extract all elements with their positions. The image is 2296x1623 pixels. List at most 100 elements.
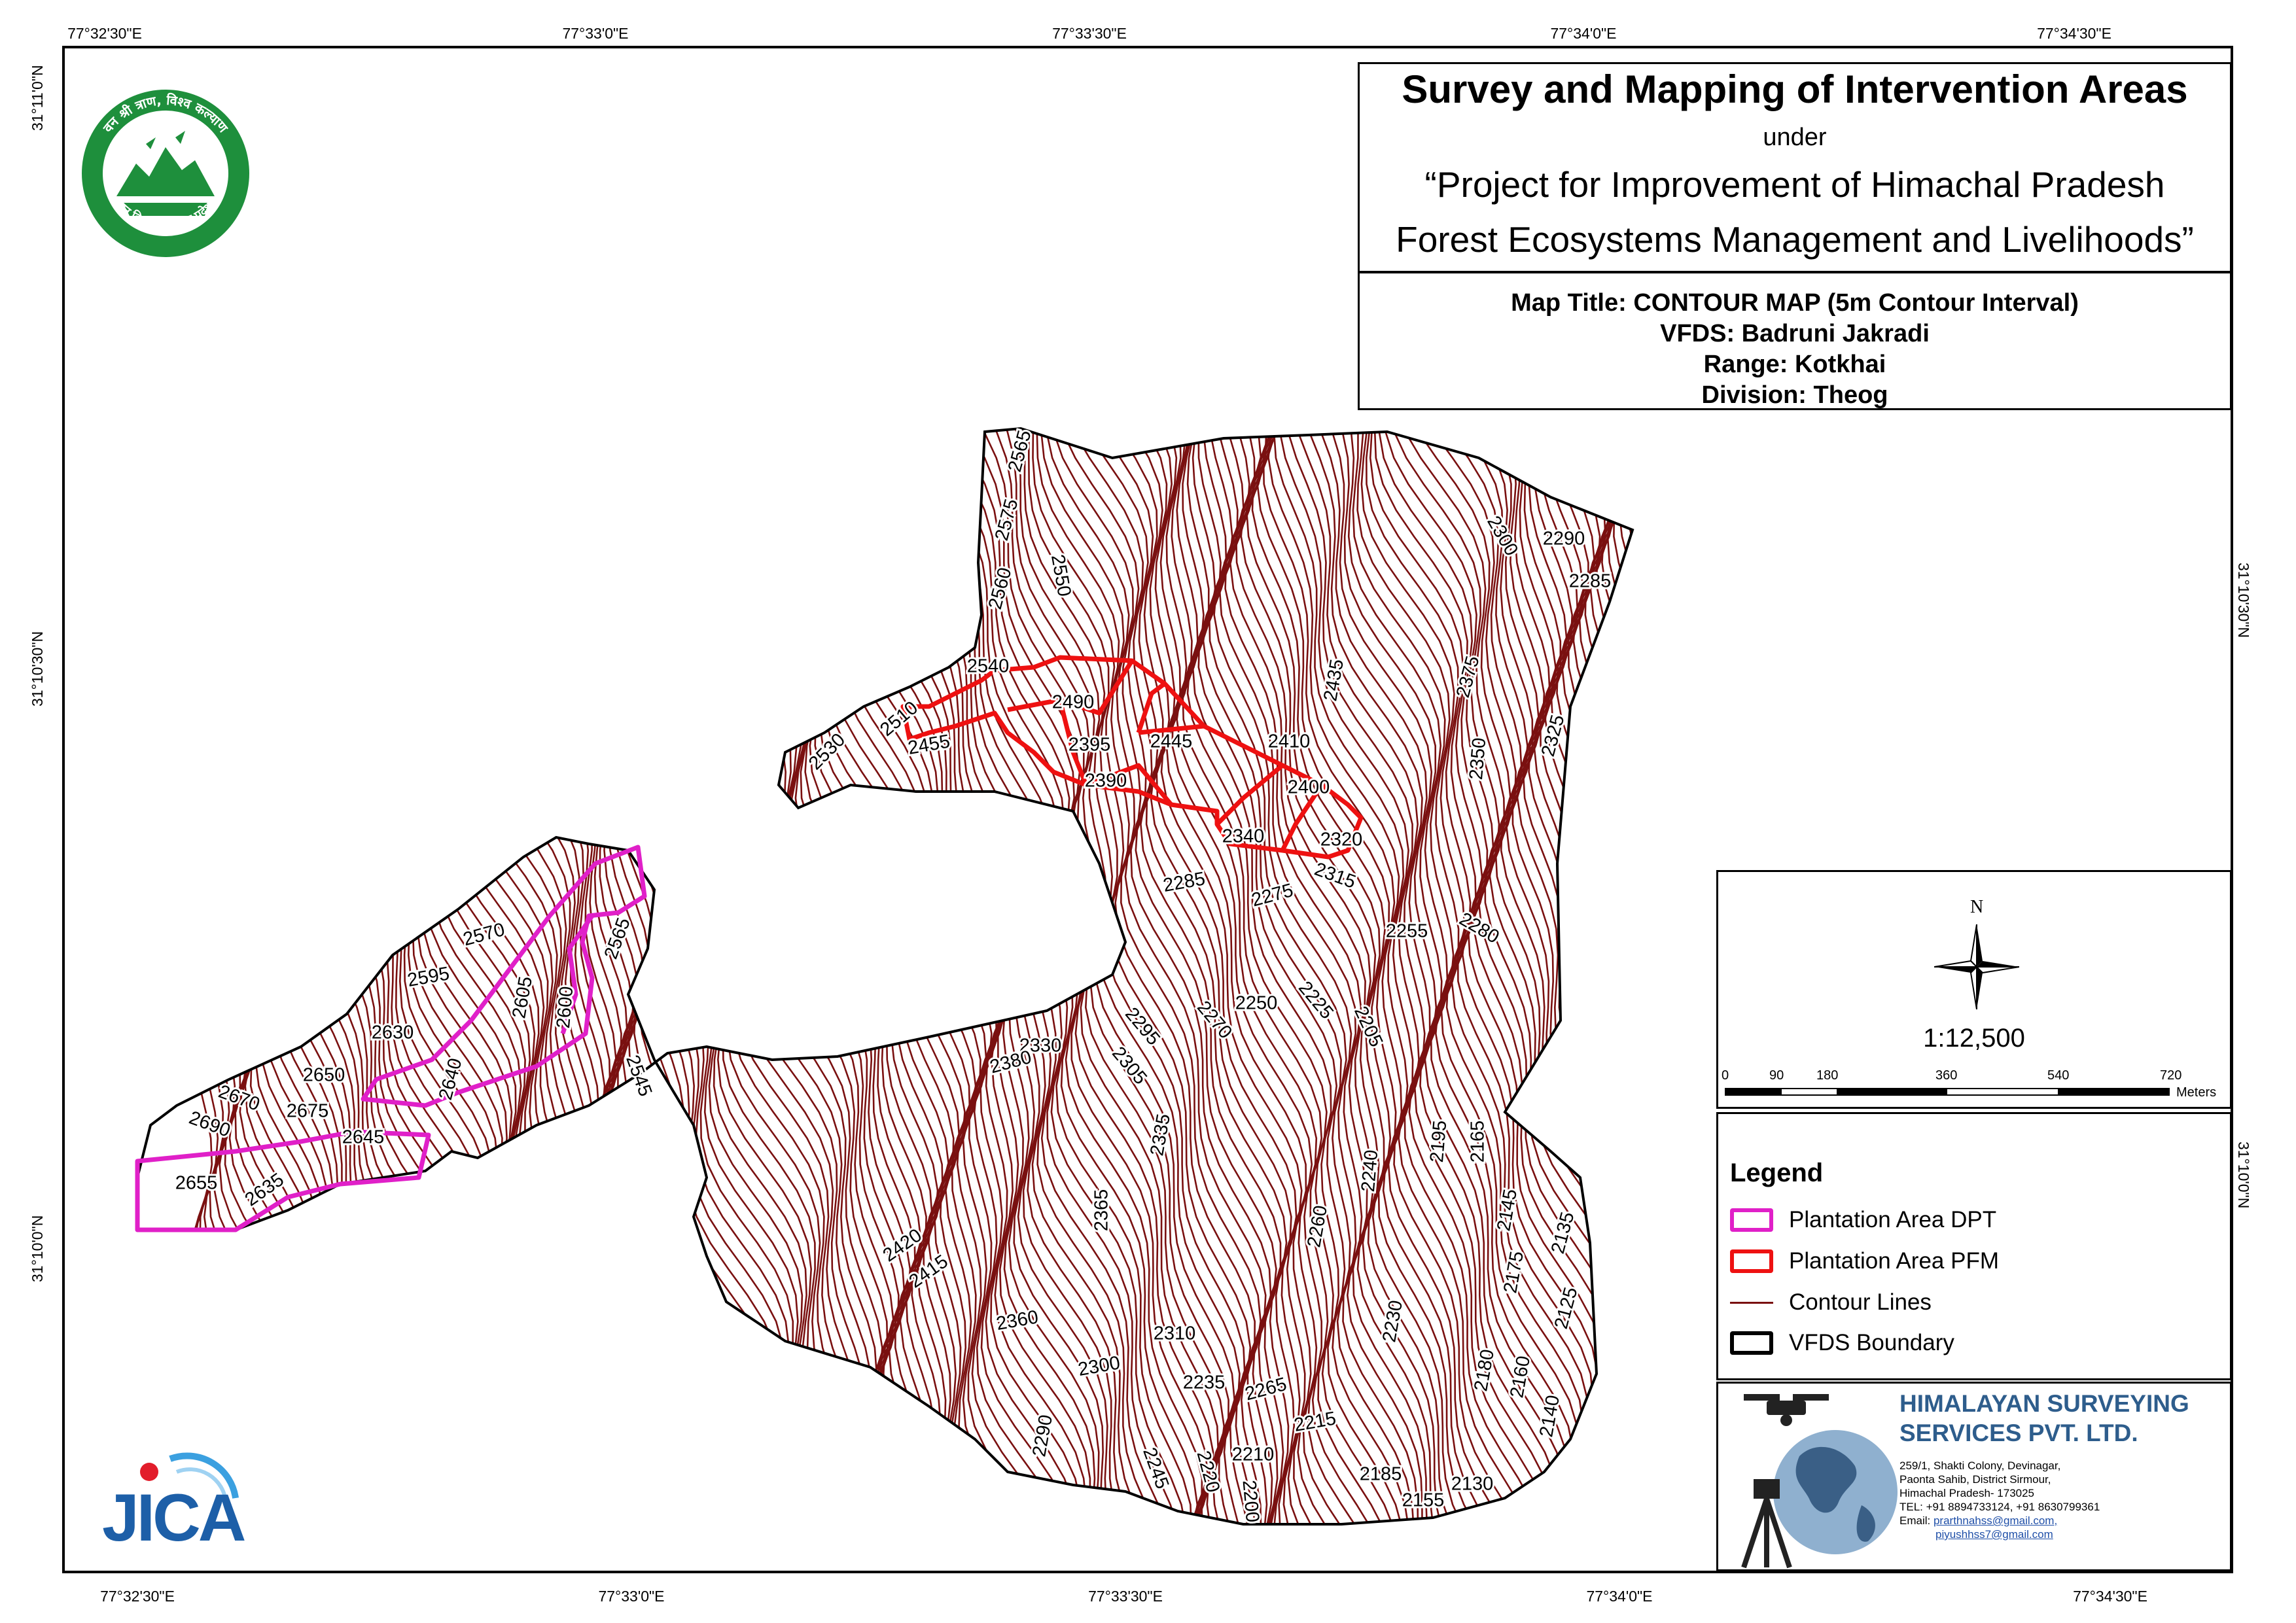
scale-bar: 0 90 180 360 540 720 Meters xyxy=(1722,1068,2216,1108)
project-line-2: Forest Ecosystems Management and Livelih… xyxy=(1396,219,2194,260)
contour-label: 2605 xyxy=(508,975,537,1020)
contour-label: 2135 xyxy=(1547,1210,1579,1256)
contour-line xyxy=(1578,428,1633,1524)
contour-label: 2195 xyxy=(1426,1119,1451,1163)
jica-logo: JICA xyxy=(98,1436,249,1555)
contour-line xyxy=(239,428,432,1524)
contour-line xyxy=(586,428,781,1524)
legend-title: Legend xyxy=(1730,1159,1824,1187)
contour-line xyxy=(1145,428,1288,1524)
map-frame xyxy=(62,46,2233,1573)
graticule-bottom-label: 77°34'30"E xyxy=(2073,1588,2147,1605)
contour-label: 2415 xyxy=(906,1251,952,1292)
contour-label: 2490 xyxy=(1052,692,1095,713)
graticule-bottom-label: 77°32'30"E xyxy=(100,1588,175,1605)
scale-ratio: 1:12,500 xyxy=(1923,1024,2025,1053)
contour-line xyxy=(705,428,850,1524)
contour-label: 2235 xyxy=(1183,1372,1226,1393)
contour-line xyxy=(197,428,392,1524)
contour-label: 2245 xyxy=(1139,1445,1173,1492)
graticule-bottom-label: 77°34'0"E xyxy=(1586,1588,1653,1605)
contour-label: 2145 xyxy=(1493,1187,1521,1232)
contour-line xyxy=(800,428,933,1524)
contour-line xyxy=(185,428,381,1524)
contour-line xyxy=(137,428,313,1524)
contour-line xyxy=(463,428,603,1524)
svg-text:JICA: JICA xyxy=(102,1480,245,1554)
contour-line xyxy=(683,428,832,1524)
scale-unit: Meters xyxy=(2176,1085,2217,1100)
dpt-swatch xyxy=(1730,1208,1773,1232)
contour-line xyxy=(723,428,872,1524)
map-info-panel: Map Title: CONTOUR MAP (5m Contour Inter… xyxy=(1358,271,2232,410)
legend-item-dpt: Plantation Area DPT xyxy=(1730,1207,1996,1233)
contour-line xyxy=(265,428,442,1524)
contour-line xyxy=(751,428,889,1524)
contour-label: 2545 xyxy=(622,1053,656,1100)
legend-panel: Legend Plantation Area DPT Plantation Ar… xyxy=(1716,1112,2232,1380)
contour-label: 2260 xyxy=(1303,1204,1332,1249)
scale-tick: 90 xyxy=(1769,1068,1784,1083)
company-name-line: SERVICES PVT. LTD. xyxy=(1899,1420,2138,1446)
contour-line xyxy=(174,428,375,1524)
contour-label: 2655 xyxy=(175,1173,218,1194)
legend-label: Contour Lines xyxy=(1789,1289,1932,1315)
contour-line xyxy=(202,428,397,1524)
contour-line xyxy=(340,428,475,1524)
contour-line xyxy=(150,428,353,1524)
project-line-1: “Project for Improvement of Himachal Pra… xyxy=(1424,164,2165,205)
contour-line xyxy=(659,428,821,1524)
contour-line xyxy=(554,428,758,1524)
contour-label: 2565 xyxy=(601,915,635,962)
legend-item-pfm: Plantation Area PFM xyxy=(1730,1248,1999,1274)
contour-label: 2630 xyxy=(372,1022,414,1043)
contour-label: 2675 xyxy=(287,1101,329,1122)
contour-line xyxy=(137,428,265,1524)
contour-line xyxy=(1383,428,1585,1524)
contour-line xyxy=(139,428,340,1524)
contour-label: 2395 xyxy=(1069,735,1111,756)
contour-line xyxy=(1310,428,1508,1524)
contour-line xyxy=(644,428,815,1524)
contour-line xyxy=(516,428,709,1524)
contour-line xyxy=(345,428,480,1524)
contour-line xyxy=(451,428,592,1524)
contour-line xyxy=(1130,428,1272,1524)
contour-label: 2410 xyxy=(1268,731,1311,752)
contour-label: 2285 xyxy=(1569,571,1612,592)
contour-line xyxy=(137,428,271,1524)
vfds-name: VFDS: Badruni Jakradi xyxy=(1660,320,1930,347)
legend-label: Plantation Area PFM xyxy=(1789,1248,1999,1274)
email-link-2[interactable]: piyushhss7@gmail.com xyxy=(1935,1528,2053,1541)
contour-label: 2445 xyxy=(1150,731,1193,752)
contour-label: 2600 xyxy=(553,985,578,1029)
contour-label: 2180 xyxy=(1470,1348,1498,1393)
contour-line xyxy=(1404,428,1599,1524)
plantation-area-pfm[interactable] xyxy=(900,655,1364,860)
scale-tick: 540 xyxy=(2047,1068,2070,1083)
contour-line xyxy=(205,428,402,1524)
contour-line xyxy=(137,428,279,1524)
contour-label: 2185 xyxy=(1360,1464,1402,1485)
contour-label: 2285 xyxy=(1161,868,1207,896)
contour-label: 2130 xyxy=(1451,1474,1494,1495)
contour-line xyxy=(446,428,588,1524)
contour-line xyxy=(1240,428,1410,1524)
contour-line xyxy=(251,428,436,1524)
contour-line xyxy=(794,428,927,1524)
contour-label: 2250 xyxy=(1235,993,1278,1014)
under-text: under xyxy=(1763,124,1827,151)
contour-label: 2375 xyxy=(1453,654,1484,700)
contour-line xyxy=(480,428,635,1524)
graticule-top-label: 77°33'0"E xyxy=(562,25,629,42)
contour-line xyxy=(1229,428,1396,1524)
company-name-line: HIMALAYAN SURVEYING xyxy=(1899,1390,2189,1417)
contour-line xyxy=(137,428,300,1524)
contour-line xyxy=(629,428,807,1524)
email-link-1[interactable]: prarthnahss@gmail.com, xyxy=(1933,1514,2058,1527)
contour-line xyxy=(219,428,417,1524)
plantation-area-dpt[interactable] xyxy=(135,845,647,1232)
contour-label: 2160 xyxy=(1506,1354,1534,1399)
contour-line xyxy=(709,428,855,1524)
